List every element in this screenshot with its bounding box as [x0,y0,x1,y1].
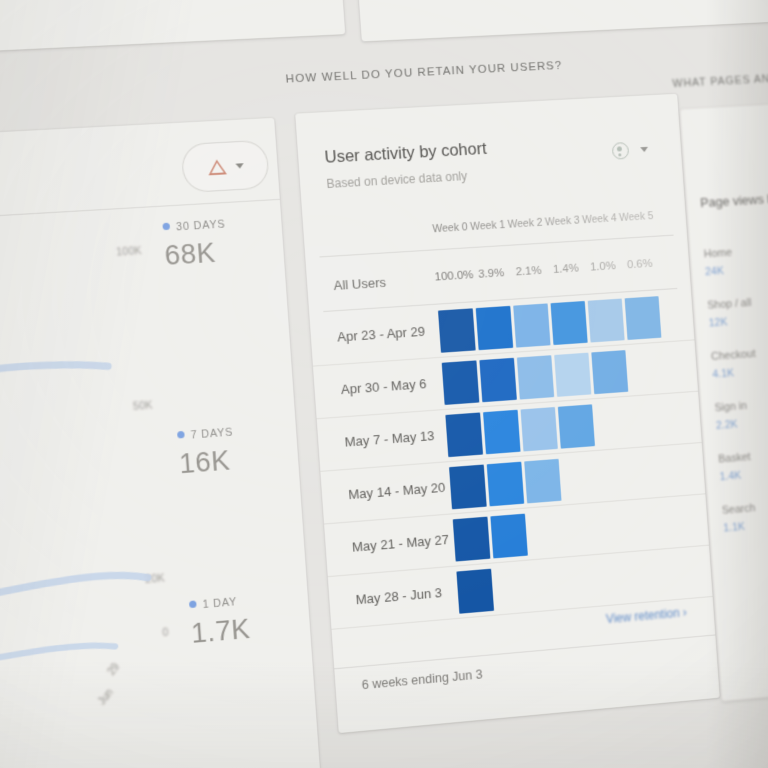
list-item: Home 24K [703,240,768,279]
all-users-percentages: 100.0% 3.9% 2.1% 1.4% 1.0% 0.6% [295,94,677,284]
metric-value: 68K [163,237,217,272]
metric-value: 16K [178,445,232,480]
card-title: User activity by cohort [324,139,488,167]
cohort-cell [479,357,517,403]
metric-value: 1.7K [190,613,252,650]
top-card-acquisition: View user acquisition › [347,0,768,42]
metric-7-days[interactable]: 7 DAYS 16K [177,422,293,480]
cohort-cell [452,516,491,562]
list-item: Basket 1.4K [718,443,768,483]
x-axis-label: Jun [96,687,116,708]
legend-dot-icon [177,430,185,439]
axis-tick: 100K [115,244,142,259]
y-axis-ticks: 100K 50K 20K 0 [0,118,274,639]
cohort-date-range: May 21 - May 27 [351,531,450,555]
item-label: Basket [717,451,751,466]
metric-label: 1 DAY [188,591,302,613]
cohort-cell [513,303,551,348]
warning-icon [206,158,227,175]
view-user-acquisition-link[interactable]: View user acquisition › [545,0,672,1]
page-list: Home 24K Shop / all 12K Checkout 4.1K Sign in 2… [680,101,768,535]
cohort-date-range: May 14 - May 20 [347,479,446,503]
retention-section-heading: HOW WELL DO YOU RETAIN YOUR USERS? [285,59,563,86]
metric-1-day[interactable]: 1 DAY 1.7K [188,591,305,650]
cohort-cell [456,568,495,614]
cohort-date-range: May 7 - May 13 [344,427,435,450]
cohort-date-range: May 28 - Jun 3 [355,584,443,608]
cohort-cell [516,355,555,400]
all-users-label: All Users [333,274,387,294]
legend-dot-icon [162,222,171,231]
card-menu[interactable] [611,141,649,160]
x-axis-labels: 29 Jun [0,118,274,708]
cohort-cell [475,305,514,351]
week-column-header: Week 5 [618,210,654,225]
list-item: Search 1.1K [721,494,768,534]
cohort-cell [441,360,480,405]
week-column-header: Week 2 [507,216,543,231]
metric-30-days[interactable]: 30 DAYS 68K [162,215,278,272]
legend-dot-icon [188,600,197,609]
card-footnote: 6 weeks ending Jun 3 [361,667,484,693]
cohort-cell [490,513,528,559]
all-users-pct: 0.6% [626,257,653,272]
active-users-card: 100K 50K 20K 0 30 DAYS 68K 7 DAYS 16K 1 DAY 1.7K… [0,117,327,768]
item-link[interactable]: 24K [704,265,725,279]
view-retention-link[interactable]: View retention › [605,605,688,627]
divider [334,634,716,670]
item-link[interactable]: 12K [708,316,728,330]
metric-legend: 30 DAYS 68K 7 DAYS 16K 1 DAY 1.7K [0,118,274,649]
top-card-partial [0,0,346,56]
week-column-header: Week 3 [544,214,581,229]
cohort-cell [486,461,525,507]
cohort-cell [524,458,562,504]
item-label: Shop / all [707,296,752,312]
list-item: Shop / all 12K [707,290,768,329]
item-label: Checkout [710,348,757,363]
pages-section-heading: WHAT PAGES AND SCREENS GET THE MOST VIEW… [672,70,768,90]
cohort-cell [587,298,625,343]
cohort-cell [449,464,487,510]
all-users-pct: 2.1% [515,264,542,279]
item-label: Sign in [714,400,748,415]
cohort-cell [520,407,558,452]
x-axis-label: 29 [106,661,123,678]
axis-tick: 50K [132,399,153,413]
all-users-pct: 1.0% [589,260,617,274]
week-column-header: Week 0 [432,221,469,236]
card-title: Page views by page [699,189,768,211]
cohort-table: Apr 23 - Apr 29 Apr 30 - May 6 May 7 - May… [309,289,713,630]
list-item: Checkout 4.1K [710,341,768,381]
all-users-pct: 100.0% [434,269,474,284]
metric-label: 30 DAYS [162,215,275,234]
cohort-cell [483,409,521,455]
all-users-pct: 3.9% [477,267,505,281]
week-column-header: Week 4 [581,212,618,227]
cohort-card: User activity by cohort Based on device … [295,93,720,734]
cohort-date-range: Apr 23 - Apr 29 [336,323,426,345]
list-item: Sign in 2.2K [714,392,768,432]
metric-label: 7 DAYS [177,422,290,442]
axis-tick: 20K [144,572,165,587]
chevron-down-icon [234,162,244,169]
axis-tick: 0 [161,626,169,640]
all-users-pct: 1.4% [552,262,580,277]
cohort-date-range: Apr 30 - May 6 [340,376,427,398]
cohort-cell [445,412,484,458]
week-column-header: Week 1 [469,218,506,234]
item-label: Home [703,246,733,261]
card-subtitle: Based on device data only [325,168,468,192]
cohort-cell [591,350,629,395]
cohort-cell [557,404,595,449]
item-label: Search [721,502,756,517]
cohort-cell [624,296,662,340]
audience-icon [611,141,630,160]
cohort-cell [554,352,592,397]
cohort-cell [550,300,588,346]
sampling-warning-chip[interactable] [181,140,269,193]
cohort-cell [438,308,476,353]
chevron-down-icon [640,146,649,153]
